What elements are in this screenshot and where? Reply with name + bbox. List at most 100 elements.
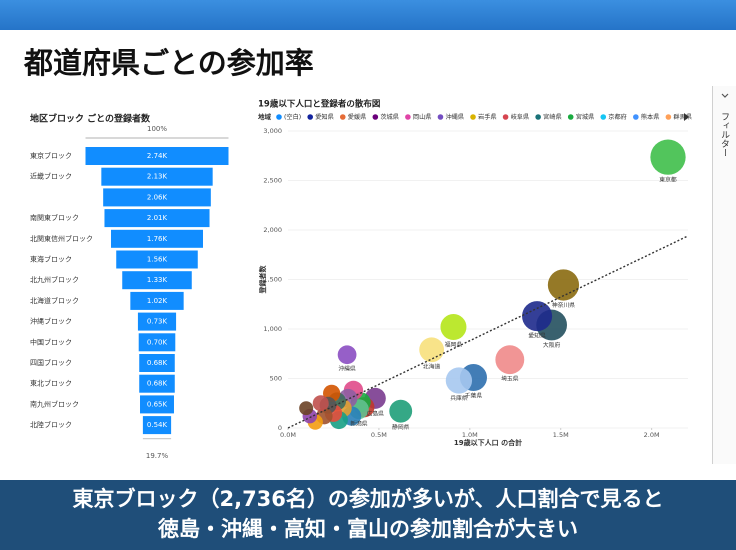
scatter-point [312, 395, 329, 412]
page-title: 都道府県ごとの参加率 [24, 46, 314, 80]
funnel-category-label: 南九州ブロック [30, 399, 79, 408]
scatter-point [299, 401, 314, 416]
legend-marker [307, 114, 314, 120]
point-label: 新潟県 [350, 420, 368, 428]
funnel-value-label: 1.02K [147, 297, 168, 305]
funnel-value-label: 1.56K [147, 256, 168, 264]
legend-marker [600, 114, 607, 120]
legend-marker [633, 114, 639, 120]
funnel-category-label: 近畿ブロック [30, 172, 72, 181]
x-tick-label: 2.0M [644, 431, 660, 439]
funnel-category-label: 北海道ブロック [30, 296, 79, 305]
point-label: 福岡県 [445, 341, 463, 349]
legend-title: 地域 [258, 112, 272, 121]
funnel-value-label: 0.54K [147, 421, 168, 429]
funnel-value-label: 2.01K [147, 214, 168, 222]
scatter-point [337, 345, 357, 365]
funnel-bar [137, 312, 177, 331]
legend-label: 熊本県 [641, 113, 660, 121]
point-label: 神奈川県 [552, 301, 575, 309]
funnel-category-label: 北陸ブロック [30, 420, 72, 429]
legend-label: 京都府 [608, 113, 627, 121]
y-tick-label: 1,500 [263, 276, 282, 284]
funnel-value-label: 0.65K [147, 400, 168, 408]
y-tick-label: 2,500 [263, 177, 282, 185]
funnel-category-label: 中国ブロック [30, 337, 72, 346]
x-tick-label: 0.5M [371, 431, 387, 439]
legend-marker [405, 114, 411, 120]
funnel-value-label: 2.74K [147, 152, 168, 160]
legend-label: 岡山県 [413, 113, 432, 121]
legend-label: 茨城県 [380, 113, 399, 121]
funnel-value-label: 1.76K [147, 235, 168, 243]
legend-label: 愛媛県 [348, 113, 367, 121]
legend-marker [535, 114, 541, 120]
legend-marker [276, 114, 282, 120]
legend-label: 愛知県 [315, 113, 334, 121]
legend-label: 群馬県 [673, 113, 692, 121]
funnel-bar [104, 209, 210, 228]
point-label: 静岡県 [392, 423, 410, 431]
scatter-point [650, 139, 686, 175]
funnel-bar [111, 229, 203, 248]
point-label: 沖縄県 [338, 365, 356, 373]
scatter-point [445, 367, 473, 394]
funnel-bar [138, 333, 176, 352]
x-tick-label: 1.5M [553, 431, 569, 439]
top-bar [0, 0, 736, 30]
funnel-value-label: 0.73K [147, 318, 168, 326]
point-label: 愛知県 [528, 332, 546, 340]
point-label: 北海道 [423, 363, 441, 371]
funnel-bar [139, 354, 175, 372]
funnel-value-label: 0.68K [147, 359, 168, 367]
point-label: 千葉県 [465, 392, 483, 400]
filter-label[interactable]: フィルター [719, 112, 729, 157]
y-tick-label: 0 [278, 424, 282, 432]
legend-label: 沖縄県 [445, 113, 464, 121]
banner-line: 徳島・沖縄・高知・富山の参加割合が大きい [158, 517, 578, 541]
funnel-bar [130, 291, 184, 310]
funnel-category-label: 東京ブロック [30, 151, 72, 160]
funnel-bar [140, 395, 174, 414]
legend-label: 宮崎県 [543, 113, 562, 121]
funnel-category-label: 北関東信州ブロック [30, 234, 93, 243]
funnel-category-label: 南関東ブロック [30, 213, 79, 222]
point-label: 大阪府 [543, 341, 561, 349]
y-tick-label: 500 [270, 375, 282, 383]
funnel-top-label: 100% [147, 125, 167, 133]
point-label: 広島県 [367, 409, 385, 417]
banner-line: 東京ブロック（2,736名）の参加が多いが、人口割合で見ると [72, 487, 664, 511]
trend-line [287, 235, 689, 429]
funnel-value-label: 2.06K [147, 193, 168, 201]
funnel-bar [122, 271, 192, 290]
funnel-category-label: 東北ブロック [30, 379, 72, 388]
scatter-point [389, 399, 413, 423]
y-tick-label: 3,000 [263, 127, 282, 135]
funnel-bar [142, 416, 172, 435]
point-label: 埼玉県 [501, 375, 519, 383]
legend-marker [470, 114, 476, 120]
chart-title: 地区ブロック ごとの登録者数 [30, 113, 151, 125]
legend-marker [665, 114, 672, 120]
funnel-bar [116, 250, 198, 269]
filter-chevron[interactable] [713, 86, 736, 106]
point-label: 兵庫県 [450, 394, 468, 402]
legend-label: 岩手県 [478, 113, 497, 121]
summary-banner: 東京ブロック（2,736名）の参加が多いが、人口割合で見ると 徳島・沖縄・高知・… [0, 480, 736, 550]
point-label: 東京都 [659, 175, 677, 183]
legend-label: 岐阜県 [511, 113, 530, 121]
legend-marker [339, 114, 346, 120]
legend-marker [437, 114, 444, 120]
x-axis-title: 19歳以下人口 の合計 [454, 438, 522, 447]
funnel-bar [101, 167, 213, 186]
funnel-category-label: 四国ブロック [30, 358, 72, 367]
scatter-point [440, 314, 467, 341]
funnel-category-label: 沖縄ブロック [30, 317, 72, 326]
funnel-bar [139, 374, 175, 393]
filter-pane[interactable]: フィルター [712, 86, 736, 464]
y-tick-label: 1,000 [263, 325, 282, 333]
scatter-point [495, 345, 525, 375]
x-tick-label: 0.0M [280, 431, 296, 439]
